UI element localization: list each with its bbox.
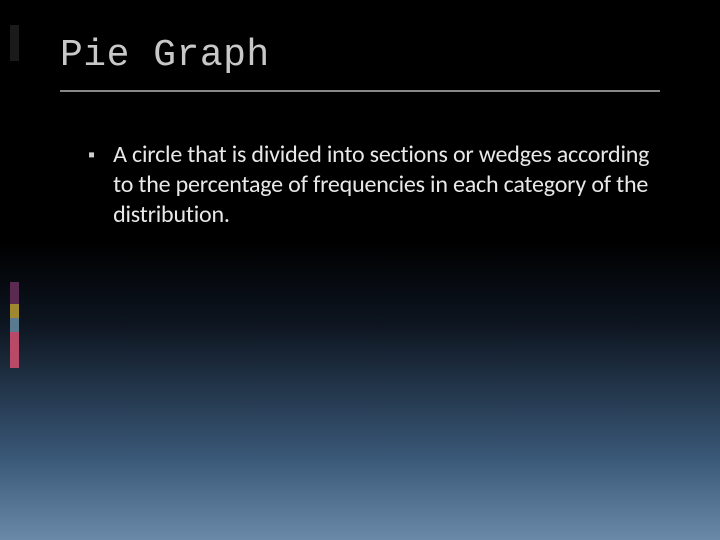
- accent-strip: [10, 304, 19, 318]
- bullet-text: A circle that is divided into sections o…: [113, 140, 650, 230]
- slide-title: Pie Graph: [60, 34, 660, 77]
- title-area: Pie Graph: [60, 34, 660, 77]
- accent-strip: [10, 25, 19, 61]
- accent-strip: [10, 332, 19, 368]
- body-area: ▪ A circle that is divided into sections…: [88, 140, 650, 230]
- accent-strip: [10, 282, 19, 304]
- bullet-marker-icon: ▪: [88, 140, 95, 170]
- title-underline: [60, 90, 660, 92]
- bullet-item: ▪ A circle that is divided into sections…: [88, 140, 650, 230]
- slide: Pie Graph ▪ A circle that is divided int…: [0, 0, 720, 540]
- accent-strip: [10, 318, 19, 332]
